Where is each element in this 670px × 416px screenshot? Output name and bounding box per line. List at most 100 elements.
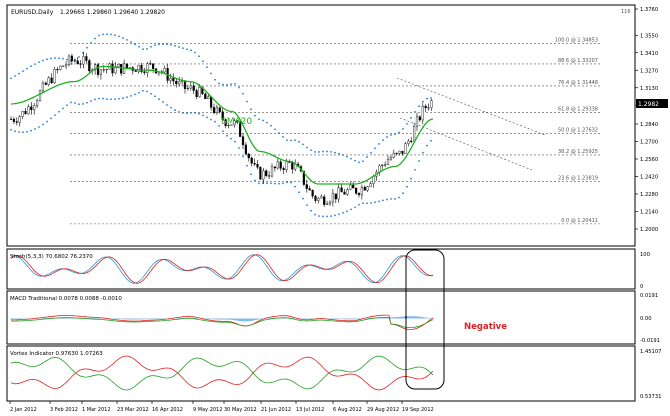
candle-body xyxy=(241,136,245,146)
candle-body xyxy=(427,107,430,109)
candle-body xyxy=(137,65,140,72)
bollinger-lower-dot xyxy=(138,91,140,94)
candle-body xyxy=(224,119,227,127)
bollinger-upper-dot xyxy=(110,33,112,36)
candle-body xyxy=(401,150,404,154)
bollinger-lower-dot xyxy=(206,116,208,119)
bollinger-lower-dot xyxy=(346,210,348,213)
bollinger-lower-dot xyxy=(318,215,320,217)
vortex-plus-line xyxy=(10,355,434,391)
symbol-label: EURUSD,Daily xyxy=(11,9,54,16)
vortex-axis-label: 0.53731 xyxy=(640,394,661,400)
bollinger-upper-dot xyxy=(146,47,148,50)
bollinger-lower-dot xyxy=(382,199,384,202)
bollinger-upper-dot xyxy=(250,108,252,111)
candle-body xyxy=(79,63,82,65)
fib-level-label: 61.8 @ 1.29338 xyxy=(558,106,598,112)
bollinger-upper-dot xyxy=(78,56,80,58)
candle-body xyxy=(366,186,369,191)
bollinger-upper-dot xyxy=(318,151,320,153)
candle-body xyxy=(33,105,36,111)
bollinger-lower-dot xyxy=(30,129,32,132)
bollinger-upper-dot xyxy=(338,152,340,155)
bollinger-lower-dot xyxy=(134,93,136,96)
bollinger-lower-dot xyxy=(194,111,196,114)
bollinger-lower-dot xyxy=(378,200,380,203)
bollinger-upper-dot xyxy=(94,37,96,40)
candle-body xyxy=(262,170,265,180)
bollinger-upper-dot xyxy=(410,117,412,119)
bollinger-lower-dot xyxy=(302,197,304,200)
candle-body xyxy=(38,90,42,101)
bollinger-lower-dot xyxy=(330,215,332,217)
candle-body xyxy=(215,107,218,114)
bollinger-lower-dot xyxy=(90,100,92,102)
bollinger-upper-dot xyxy=(130,41,132,43)
bollinger-upper-dot xyxy=(430,97,432,99)
bollinger-lower-dot xyxy=(126,96,128,99)
bollinger-lower-dot xyxy=(166,104,168,106)
bollinger-lower-dot xyxy=(182,112,184,114)
bollinger-upper-dot xyxy=(306,146,308,149)
bollinger-upper-dot xyxy=(126,38,128,41)
bollinger-lower-dot xyxy=(150,92,152,95)
candle-body xyxy=(389,157,392,160)
bollinger-upper-dot xyxy=(386,136,388,138)
candle-body xyxy=(384,164,387,166)
bollinger-upper-dot xyxy=(334,151,336,154)
candle-body xyxy=(183,80,187,89)
trend-line-upper xyxy=(396,77,546,136)
bollinger-lower-dot xyxy=(414,168,416,171)
bollinger-upper-dot xyxy=(118,35,120,38)
bollinger-lower-dot xyxy=(358,203,360,206)
bollinger-upper-dot xyxy=(362,160,364,163)
bollinger-upper-dot xyxy=(54,57,56,59)
highlight-box xyxy=(405,249,445,390)
candle-body xyxy=(273,166,276,169)
bollinger-upper-dot xyxy=(270,124,272,127)
bollinger-lower-dot xyxy=(242,155,244,158)
bollinger-lower-dot xyxy=(46,120,48,123)
bollinger-upper-dot xyxy=(26,67,28,70)
bollinger-lower-dot xyxy=(94,98,96,101)
bollinger-lower-dot xyxy=(54,114,56,117)
candle-body xyxy=(386,159,390,165)
bollinger-upper-dot xyxy=(106,33,108,36)
candle-body xyxy=(352,184,355,189)
candle-body xyxy=(410,140,413,142)
bollinger-lower-dot xyxy=(146,90,148,93)
bollinger-lower-dot xyxy=(174,109,176,111)
bollinger-lower-dot xyxy=(186,112,188,115)
bollinger-lower-dot xyxy=(170,106,172,109)
bollinger-lower-dot xyxy=(38,126,40,128)
candle-body xyxy=(172,77,175,82)
candle-body xyxy=(120,63,123,74)
bollinger-lower-dot xyxy=(370,202,372,204)
candle-body xyxy=(369,183,372,187)
bollinger-upper-dot xyxy=(86,46,88,49)
bollinger-lower-dot xyxy=(238,147,240,149)
candle-body xyxy=(331,193,334,203)
candle-body xyxy=(111,63,114,74)
bollinger-lower-dot xyxy=(306,204,308,207)
candle-body xyxy=(114,66,117,74)
candle-body xyxy=(424,105,427,109)
bollinger-upper-dot xyxy=(258,118,260,121)
bollinger-upper-dot xyxy=(66,58,68,61)
bollinger-upper-dot xyxy=(138,45,140,48)
bollinger-lower-dot xyxy=(114,98,116,101)
bollinger-upper-dot xyxy=(14,75,16,77)
bollinger-lower-dot xyxy=(246,164,248,167)
sma20-line xyxy=(10,65,434,185)
candle-body xyxy=(186,87,189,89)
bollinger-lower-dot xyxy=(394,198,396,200)
bollinger-upper-dot xyxy=(330,151,332,153)
bollinger-upper-dot xyxy=(58,57,60,60)
stoch-label: Stoch(5,3,3) 70.6802 76.2370 xyxy=(10,254,93,260)
bollinger-upper-dot xyxy=(382,139,384,142)
candle-body xyxy=(99,69,102,75)
candle-body xyxy=(9,118,13,120)
candle-body xyxy=(41,82,44,92)
bollinger-upper-dot xyxy=(194,51,196,54)
bollinger-upper-dot xyxy=(254,114,256,117)
